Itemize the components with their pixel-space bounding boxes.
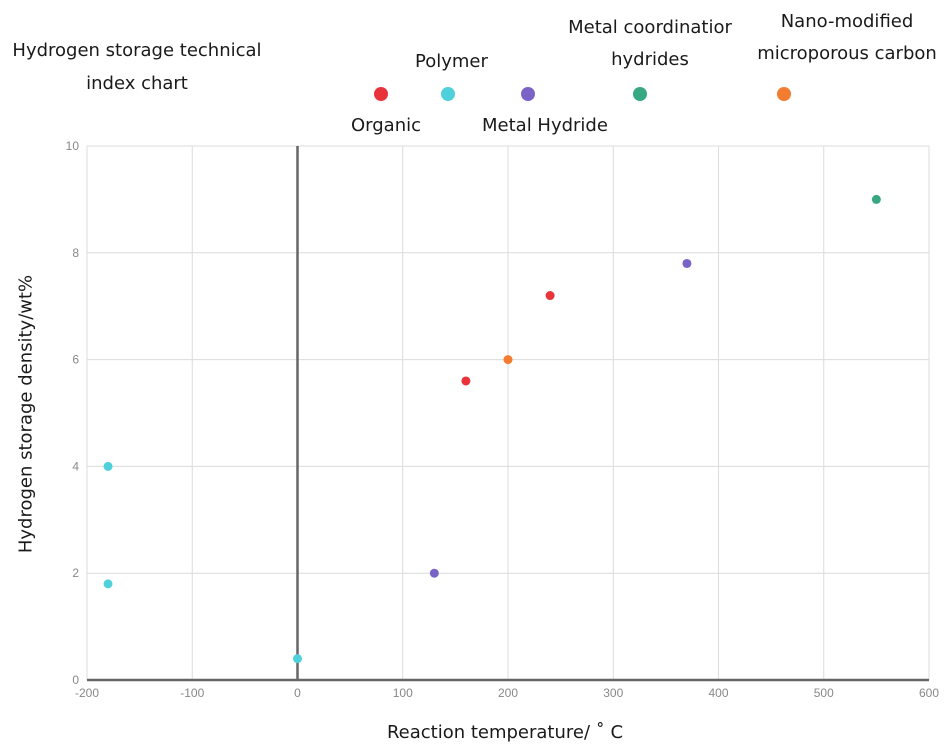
x-tick-label: 300 (603, 686, 623, 700)
legend-label-polymer: Polymer (415, 51, 488, 72)
data-point (461, 376, 471, 386)
y-axis-label: Hydrogen storage density/wt% (15, 274, 37, 554)
x-tick-label: 600 (919, 686, 939, 700)
data-point (682, 258, 692, 268)
y-tick-label: 0 (72, 673, 79, 687)
legend-label-metal-coordination-hydrides: Metal coordinatior hydrides (568, 17, 732, 70)
y-tick-label: 6 (72, 353, 79, 367)
tick-labels: -200 -100 0 100 200 300 400 500 600 0 2 4 6 8 10 (66, 139, 940, 700)
data-point (293, 654, 302, 664)
legend-marker-organic (374, 87, 388, 101)
data-point (503, 355, 513, 365)
legend-label-metal-hydride: Metal Hydride (482, 115, 608, 136)
x-tick-label: 200 (498, 686, 518, 700)
x-axis-label: Reaction temperature/ ˚ C (386, 722, 624, 743)
y-tick-label: 10 (66, 139, 80, 153)
legend-label-nano-modified-microporous-carbon: Nano-modified microporous carbon (757, 11, 937, 64)
legend-marker-polymer (441, 87, 455, 101)
data-point (545, 291, 555, 301)
data-points (103, 194, 881, 664)
grid-lines (86, 145, 930, 681)
x-tick-label: 100 (393, 686, 413, 700)
data-point (103, 579, 113, 589)
data-point (871, 194, 881, 204)
data-point (429, 568, 439, 578)
axes (87, 146, 929, 682)
x-tick-label: 0 (294, 686, 301, 700)
x-tick-label: 500 (814, 686, 834, 700)
y-tick-label: 4 (72, 459, 79, 473)
data-point (103, 461, 113, 471)
x-tick-label: -200 (75, 686, 99, 700)
y-tick-label: 8 (72, 246, 79, 260)
y-tick-label: 2 (72, 566, 79, 580)
legend-marker-nano-modified-microporous-carbon (777, 87, 791, 101)
x-tick-label: 400 (708, 686, 728, 700)
chart-title: Hydrogen storage technical index chart (12, 40, 262, 94)
legend-marker-metal-hydride (521, 87, 535, 101)
legend-label-organic: Organic (351, 115, 422, 136)
legend-marker-metal-coordination-hydrides (633, 87, 647, 101)
x-tick-label: -100 (180, 686, 204, 700)
